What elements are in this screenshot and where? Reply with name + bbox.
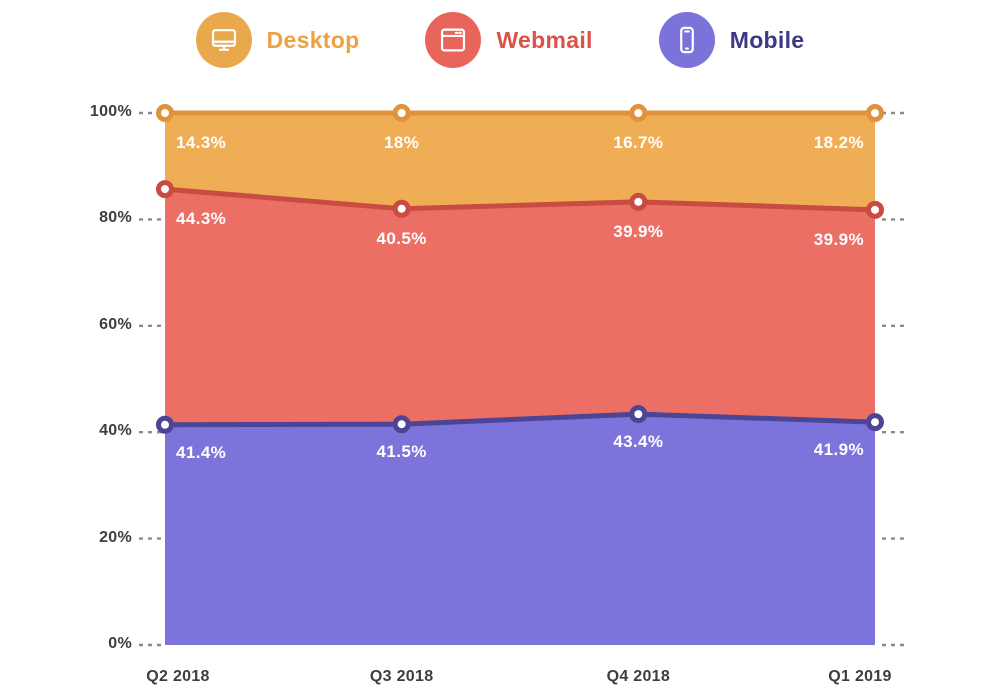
legend-label-mobile: Mobile — [729, 26, 805, 53]
legend-item-mobile[interactable]: Mobile — [658, 12, 805, 68]
webmail-area — [165, 189, 875, 425]
webmail-marker[interactable] — [866, 200, 884, 219]
desktop-marker[interactable] — [156, 104, 174, 122]
mobile-line — [162, 411, 878, 428]
webmail-marker[interactable] — [629, 192, 648, 211]
mobile-area — [165, 414, 875, 645]
desktop-marker[interactable] — [392, 104, 411, 122]
webmail-line — [162, 186, 878, 213]
desktop-marker[interactable] — [866, 104, 884, 122]
webmail-marker[interactable] — [156, 180, 174, 199]
legend-item-webmail[interactable]: Webmail — [425, 12, 592, 68]
chart-legend: Desktop Webmail Mobile — [0, 12, 1000, 68]
mobile-marker[interactable] — [866, 413, 884, 432]
webmail-marker[interactable] — [392, 199, 411, 218]
desktop-area — [165, 113, 875, 210]
legend-label-webmail: Webmail — [496, 26, 593, 53]
legend-item-desktop[interactable]: Desktop — [195, 12, 360, 68]
mobile-icon — [658, 12, 715, 68]
mobile-marker[interactable] — [629, 405, 648, 424]
mobile-marker[interactable] — [392, 415, 411, 434]
desktop-icon — [195, 12, 252, 68]
webmail-icon — [425, 12, 482, 68]
legend-label-desktop: Desktop — [266, 26, 360, 53]
mobile-marker[interactable] — [156, 415, 174, 434]
desktop-marker[interactable] — [629, 104, 648, 122]
